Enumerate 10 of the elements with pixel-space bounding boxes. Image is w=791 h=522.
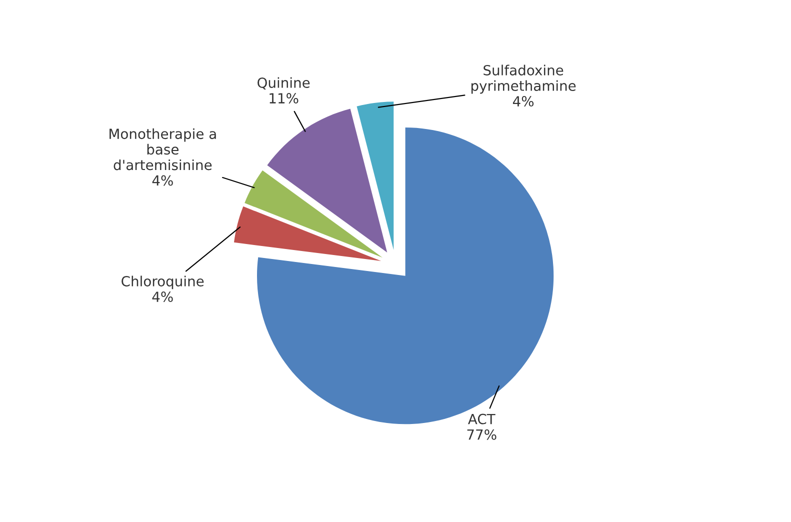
data-label: 4% [152, 292, 173, 302]
data-label: 77% [467, 429, 496, 440]
data-label: 4% [152, 175, 173, 186]
slice-label: ACT [468, 414, 496, 424]
data-label: 4% [512, 96, 534, 107]
slice-label: Chloroquine [122, 276, 204, 290]
slice-label: Monotherapie a base d'artemisinine [110, 128, 216, 170]
slice-label: Sulfadoxine pyrimethamine [471, 64, 576, 94]
slice-label: Quinine [258, 77, 310, 90]
data-label: 11% [270, 93, 298, 104]
